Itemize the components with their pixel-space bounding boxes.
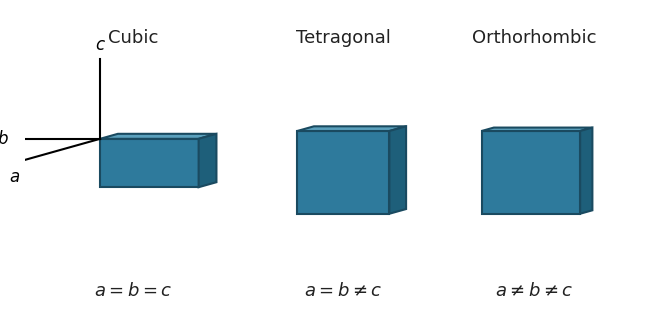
Polygon shape (100, 139, 199, 187)
Text: Tetragonal: Tetragonal (296, 29, 390, 47)
Polygon shape (297, 126, 406, 131)
Text: $a = b \neq c$: $a = b \neq c$ (304, 282, 382, 300)
Text: Orthorhombic: Orthorhombic (472, 29, 596, 47)
Polygon shape (580, 127, 592, 214)
Polygon shape (297, 131, 389, 214)
Polygon shape (100, 134, 216, 139)
Text: $a = b = c$: $a = b = c$ (94, 282, 173, 300)
Text: c: c (96, 36, 105, 54)
Polygon shape (389, 126, 406, 214)
Polygon shape (481, 131, 580, 214)
Text: Cubic: Cubic (108, 29, 159, 47)
Text: b: b (0, 130, 8, 148)
Polygon shape (481, 127, 592, 131)
Text: a: a (9, 168, 19, 186)
Text: $a \neq b \neq c$: $a \neq b \neq c$ (495, 282, 573, 300)
Polygon shape (199, 134, 216, 187)
